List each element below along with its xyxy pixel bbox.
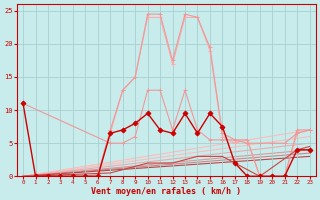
X-axis label: Vent moyen/en rafales ( km/h ): Vent moyen/en rafales ( km/h ) bbox=[91, 187, 241, 196]
